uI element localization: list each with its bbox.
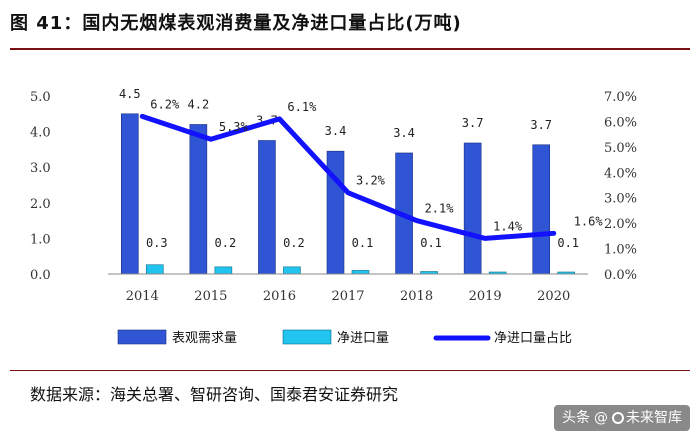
- right-axis: 0.0% 1.0% 2.0% 3.0% 4.0% 5.0% 6.0% 7.0%: [604, 90, 637, 283]
- bar-demand-label: 4.2: [188, 97, 210, 111]
- bar-import: [283, 266, 301, 275]
- right-tick-label: 4.0%: [604, 166, 637, 181]
- left-tick-label: 4.0: [30, 126, 51, 141]
- x-tick-label: 2016: [263, 289, 296, 304]
- bar-demand-label: 4.5: [119, 87, 141, 101]
- bar-demand: [189, 124, 208, 275]
- x-tick-label: 2018: [400, 289, 433, 304]
- left-tick-label: 0.0: [30, 268, 51, 283]
- right-tick-label: 6.0%: [604, 115, 637, 130]
- line-data-labels: 6.2% 5.3% 6.1% 3.2% 2.1% 1.4% 1.6%: [150, 97, 603, 233]
- watermark-text-2: 未来智库: [626, 410, 682, 426]
- x-axis: 2014 2015 2016 2017 2018 2019 2020: [126, 289, 571, 304]
- bar-import: [351, 270, 370, 275]
- x-tick-label: 2019: [469, 289, 502, 304]
- bar-import-label: 0.2: [215, 236, 237, 250]
- legend-label-import: 净进口量: [337, 331, 389, 346]
- watermark-text-1: 头条: [562, 410, 590, 426]
- line-point-label: 5.3%: [219, 120, 249, 134]
- chart: 0.0 1.0 2.0 3.0 4.0 5.0 0.0% 1.0% 2.0% 3.0% 4.0% 5…: [30, 87, 637, 346]
- watermark: 头条 @ 未来智库: [554, 405, 690, 431]
- source-divider: [10, 370, 690, 371]
- legend: 表观需求量 净进口量 净进口量占比: [117, 329, 572, 346]
- right-tick-label: 7.0%: [604, 90, 637, 105]
- chart-title: 图 41：国内无烟煤表观消费量及净进口量占比(万吨): [10, 13, 462, 34]
- legend-swatch-import: [282, 329, 332, 345]
- x-tick-label: 2015: [194, 289, 227, 304]
- x-tick-label: 2020: [537, 289, 570, 304]
- right-tick-label: 3.0%: [604, 192, 637, 207]
- bar-demand: [120, 113, 139, 275]
- left-tick-label: 2.0: [30, 197, 51, 212]
- line-point-label: 2.1%: [425, 202, 455, 216]
- bar-import: [214, 266, 233, 275]
- watermark-separator: @: [594, 410, 608, 426]
- right-tick-label: 0.0%: [604, 268, 637, 283]
- line-point-label: 6.2%: [150, 97, 180, 111]
- bar-demand-label: 3.7: [462, 116, 484, 130]
- bar-import-label: 0.1: [557, 236, 579, 250]
- bar-demand: [258, 140, 276, 275]
- left-tick-label: 1.0: [30, 232, 51, 247]
- x-tick-label: 2014: [126, 289, 159, 304]
- bar-data-labels: 4.50.34.20.23.70.23.40.13.40.13.7 3.70.1: [119, 87, 579, 250]
- bar-import: [145, 264, 164, 275]
- legend-label-share: 净进口量占比: [494, 331, 572, 346]
- right-tick-label: 2.0%: [604, 217, 637, 232]
- left-axis: 0.0 1.0 2.0 3.0 4.0 5.0: [30, 90, 51, 283]
- legend-label-demand: 表观需求量: [172, 331, 237, 346]
- right-tick-label: 1.0%: [604, 243, 637, 258]
- left-tick-label: 5.0: [30, 90, 51, 105]
- bar-demand: [532, 144, 551, 275]
- right-tick-label: 5.0%: [604, 141, 637, 156]
- bar-import-label: 0.2: [283, 236, 305, 250]
- x-tick-label: 2017: [331, 289, 364, 304]
- line-point-label: 3.2%: [356, 174, 386, 188]
- bar-import-label: 0.3: [146, 236, 168, 250]
- line-point-label: 1.6%: [574, 214, 604, 228]
- bar-demand: [463, 142, 482, 275]
- bar-demand-label: 3.4: [325, 124, 347, 138]
- bar-demand-label: 3.4: [393, 126, 415, 140]
- series-import-share-line: [139, 113, 557, 241]
- bar-import-label: 0.1: [420, 236, 442, 250]
- bar-import-label: 0.1: [352, 236, 374, 250]
- left-tick-label: 3.0: [30, 161, 51, 176]
- line-point-label: 1.4%: [493, 219, 523, 233]
- legend-swatch-demand: [117, 329, 167, 345]
- title-divider: [10, 48, 690, 50]
- line-point-label: 6.1%: [287, 100, 317, 114]
- watermark-logo-icon: [612, 412, 624, 424]
- series-import-bars: [145, 264, 576, 275]
- source-note: 数据来源：海关总署、智研咨询、国泰君安证券研究: [30, 385, 399, 404]
- bar-demand-label: 3.7: [530, 118, 552, 132]
